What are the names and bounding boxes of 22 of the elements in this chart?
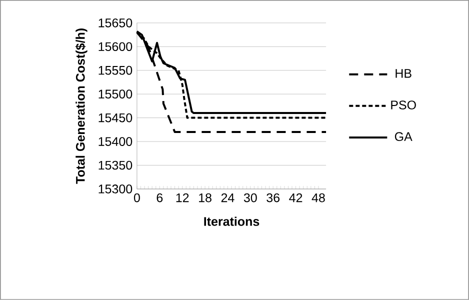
y-tick-label: 15500 (98, 90, 132, 99)
y-tick-label: 15350 (98, 160, 132, 170)
x-tick-label: 48 (312, 193, 325, 202)
y-tick-label: 15650 (98, 18, 132, 28)
y-tick-label: 15400 (98, 137, 132, 146)
x-tick-label: 12 (176, 193, 189, 202)
legend-label: PSO (391, 100, 416, 110)
y-tick-label: 15600 (98, 42, 132, 52)
legend-label: HB (396, 69, 412, 78)
y-axis-title: Total Generation Cost($/h) (75, 28, 88, 184)
y-tick-label: 15300 (98, 184, 132, 194)
legend-label: GA (394, 132, 412, 142)
x-tick-label: 36 (266, 193, 280, 202)
x-tick-label: 6 (156, 193, 163, 202)
x-tick-label: 0 (134, 193, 140, 202)
x-axis-title: Iterations (204, 216, 260, 226)
x-tick-label: 30 (244, 193, 257, 202)
x-tick-label: 42 (289, 193, 302, 202)
x-tick-label: 24 (221, 193, 234, 202)
y-tick-label: 15550 (98, 66, 132, 75)
x-tick-label: 18 (199, 193, 212, 202)
y-tick-label: 15450 (98, 113, 132, 122)
